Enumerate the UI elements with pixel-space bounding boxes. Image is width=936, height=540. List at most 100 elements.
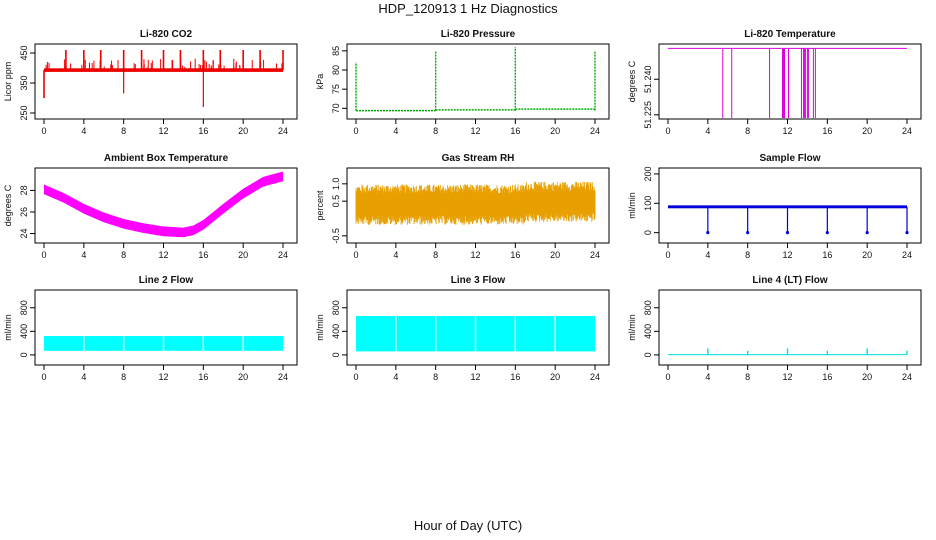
plot-frame — [34, 43, 298, 120]
dip-point — [905, 231, 909, 235]
panel-title: Line 3 Flow — [451, 275, 506, 286]
data-series — [668, 348, 908, 356]
x-tick-label: 12 — [158, 126, 168, 136]
panel-title: Line 2 Flow — [139, 275, 194, 286]
dip-point — [785, 231, 790, 235]
y-tick-label: 0 — [19, 352, 29, 357]
x-tick-label: 0 — [665, 250, 670, 260]
y-axis-label: kPa — [315, 74, 325, 90]
y-tick-label: 75 — [331, 84, 341, 94]
x-tick-label: 12 — [158, 250, 168, 260]
y-tick-label: 24 — [19, 229, 29, 239]
data-series — [44, 335, 283, 352]
x-tick-label: 4 — [705, 250, 710, 260]
x-tick-label: 12 — [158, 372, 168, 382]
panel-line2: Line 2 Flow ml/min 0 400 800 0 4 8 12 16 20 24 — [3, 275, 298, 382]
panel-sample_flow: Sample Flow ml/min 0 100 200 0 4 8 12 16 20 24 — [627, 153, 922, 260]
panel-title: Gas Stream RH — [442, 153, 515, 164]
y-axis-label: ml/min — [627, 192, 637, 219]
y-tick-label: 250 — [19, 105, 29, 120]
x-tick-label: 4 — [81, 372, 86, 382]
y-axis-label: degrees C — [627, 60, 637, 102]
y-tick-label: 200 — [643, 166, 653, 181]
data-series — [355, 181, 596, 225]
series-band — [44, 68, 283, 72]
series-band — [44, 171, 283, 238]
x-tick-label: 16 — [822, 126, 832, 136]
x-tick-label: 0 — [41, 372, 46, 382]
y-axis-label: ml/min — [627, 314, 637, 341]
y-tick-label: 51.225 — [643, 101, 653, 129]
y-tick-label: 800 — [19, 300, 29, 315]
x-tick-label: 4 — [81, 126, 86, 136]
x-tick-label: 20 — [862, 126, 872, 136]
panel-title: Line 4 (LT) Flow — [752, 275, 828, 286]
y-tick-label: 80 — [331, 65, 341, 75]
panel-ambient_temp: Ambient Box Temperature degrees C 24 26 28 0 4… — [3, 153, 298, 260]
y-tick-label: 0 — [643, 230, 653, 235]
x-tick-label: 20 — [238, 126, 248, 136]
x-tick-label: 0 — [41, 250, 46, 260]
x-tick-label: 4 — [705, 372, 710, 382]
x-tick-label: 4 — [393, 126, 398, 136]
y-tick-label: -0.5 — [331, 228, 341, 244]
x-tick-label: 20 — [238, 372, 248, 382]
x-tick-label: 16 — [822, 372, 832, 382]
x-tick-label: 20 — [862, 250, 872, 260]
y-tick-label: 70 — [331, 103, 341, 113]
x-tick-label: 24 — [590, 372, 600, 382]
y-axis-label: Licor ppm — [3, 62, 13, 102]
x-tick-label: 12 — [782, 126, 792, 136]
x-tick-label: 8 — [433, 126, 438, 136]
x-tick-label: 16 — [198, 126, 208, 136]
x-tick-label: 8 — [433, 250, 438, 260]
data-series — [43, 50, 284, 107]
x-tick-label: 20 — [238, 250, 248, 260]
y-tick-label: 100 — [643, 196, 653, 211]
x-tick-label: 4 — [705, 126, 710, 136]
y-tick-label: 800 — [643, 300, 653, 315]
y-tick-label: 0 — [331, 352, 341, 357]
plot-frame — [34, 167, 298, 244]
x-tick-label: 20 — [550, 126, 560, 136]
x-tick-label: 12 — [470, 372, 480, 382]
plot-frame — [346, 43, 610, 120]
data-series — [668, 205, 909, 235]
x-tick-label: 0 — [665, 372, 670, 382]
x-tick-label: 16 — [822, 250, 832, 260]
x-tick-label: 24 — [902, 250, 912, 260]
y-tick-label: 1.0 — [331, 178, 341, 191]
x-tick-label: 16 — [198, 250, 208, 260]
panel-pressure: Li-820 Pressure kPa 70 75 80 85 0 4 8 12 16 20 24 — [315, 29, 610, 136]
x-tick-label: 8 — [745, 372, 750, 382]
panel-line4: Line 4 (LT) Flow ml/min 0 400 800 0 4 8 12 16 20 24 — [627, 275, 922, 382]
dip-point — [825, 231, 829, 235]
y-tick-label: 28 — [19, 185, 29, 195]
x-tick-label: 0 — [353, 372, 358, 382]
x-tick-label: 20 — [550, 250, 560, 260]
dip-point — [865, 231, 869, 235]
y-axis-label: percent — [315, 190, 325, 221]
y-axis-label: ml/min — [3, 314, 13, 341]
x-tick-label: 0 — [665, 126, 670, 136]
x-axis-label: Hour of Day (UTC) — [413, 518, 523, 533]
x-tick-label: 0 — [353, 250, 358, 260]
x-tick-label: 8 — [745, 250, 750, 260]
x-tick-label: 8 — [121, 126, 126, 136]
data-series — [355, 47, 596, 112]
panel-title: Li-820 Temperature — [744, 29, 836, 40]
plot-frame — [346, 167, 610, 244]
y-tick-label: 400 — [331, 324, 341, 339]
y-axis-label: ml/min — [315, 314, 325, 341]
y-tick-label: 85 — [331, 46, 341, 56]
x-tick-label: 8 — [121, 250, 126, 260]
y-tick-label: 26 — [19, 207, 29, 217]
y-tick-label: 400 — [643, 324, 653, 339]
x-tick-label: 24 — [590, 250, 600, 260]
data-series — [668, 47, 907, 118]
dip-point — [746, 231, 750, 235]
x-tick-label: 12 — [470, 250, 480, 260]
plot-frame — [346, 289, 610, 366]
plot-frame — [658, 289, 922, 366]
x-tick-label: 8 — [433, 372, 438, 382]
